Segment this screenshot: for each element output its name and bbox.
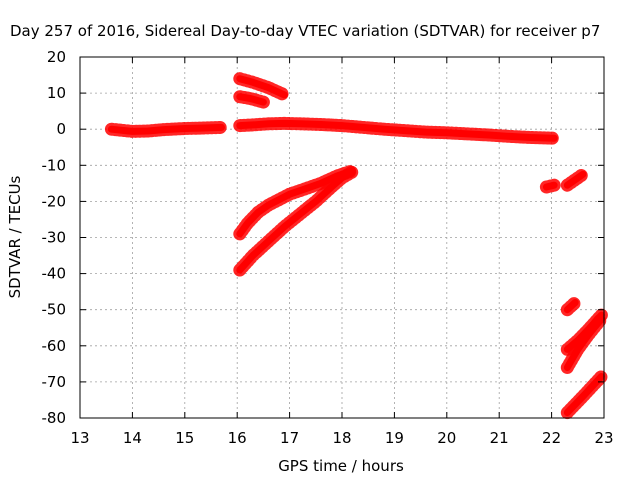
y-tick-label: 20 xyxy=(47,48,66,66)
x-tick-label: 14 xyxy=(123,429,142,447)
x-tick-label: 16 xyxy=(228,429,247,447)
series-layer xyxy=(104,72,608,420)
ticks: 13 14 15 16 17 18 19 20 21 22 23 20 10 0 -10 -20 -30 -40 -… xyxy=(42,48,614,447)
x-tick-label: 23 xyxy=(594,429,613,447)
y-tick-label: 0 xyxy=(56,120,66,138)
x-axis-title: GPS time / hours xyxy=(278,457,404,475)
x-tick-label: 22 xyxy=(542,429,561,447)
chart-title: Day 257 of 2016, Sidereal Day-to-day VTE… xyxy=(10,22,600,40)
y-tick-label: -50 xyxy=(42,301,67,319)
x-tick-label: 18 xyxy=(332,429,351,447)
x-tick-label: 19 xyxy=(385,429,404,447)
series-segment-7-markers xyxy=(539,178,561,194)
series-segment-6-markers xyxy=(233,165,359,277)
y-tick-label: -70 xyxy=(42,373,67,391)
y-tick-label: -20 xyxy=(42,192,67,210)
y-tick-label: -30 xyxy=(42,229,67,247)
series-segment-2-markers xyxy=(233,116,561,145)
series-segment-1-markers xyxy=(104,120,228,138)
series-segment-11-markers xyxy=(560,312,608,374)
x-tick-label: 20 xyxy=(437,429,456,447)
series-segment-12-markers xyxy=(560,370,608,420)
series-segment-9-markers xyxy=(560,296,582,317)
y-tick-label: 10 xyxy=(47,84,66,102)
series-segment-3-markers xyxy=(233,72,291,102)
y-axis-title: SDTVAR / TECUs xyxy=(6,175,24,298)
x-tick-label: 15 xyxy=(175,429,194,447)
x-tick-label: 21 xyxy=(490,429,509,447)
series-segment-5-markers xyxy=(233,164,359,241)
grid xyxy=(80,57,604,418)
y-tick-label: -40 xyxy=(42,265,67,283)
series-segment-4-markers xyxy=(233,90,270,109)
y-tick-label: -80 xyxy=(42,409,67,427)
y-tick-label: -60 xyxy=(42,337,67,355)
x-tick-label: 13 xyxy=(70,429,89,447)
y-tick-label: -10 xyxy=(42,156,67,174)
series-segment-8-markers xyxy=(560,167,590,192)
x-tick-label: 17 xyxy=(280,429,299,447)
